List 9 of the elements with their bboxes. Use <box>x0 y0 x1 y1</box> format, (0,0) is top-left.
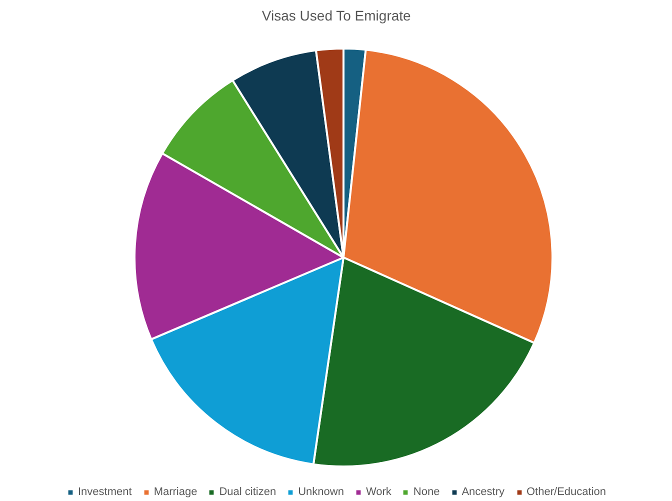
legend-label: Ancestry <box>462 486 504 498</box>
chart-title: Visas Used To Emigrate <box>262 8 412 24</box>
legend-label: Dual citizen <box>219 486 276 498</box>
legend-label: Marriage <box>154 486 198 498</box>
legend-label: Investment <box>78 486 132 498</box>
legend-label: None <box>413 486 440 498</box>
legend-label: Work <box>366 486 392 498</box>
legend-label: Unknown <box>298 486 344 498</box>
legend-label: Other/Education <box>526 486 606 498</box>
